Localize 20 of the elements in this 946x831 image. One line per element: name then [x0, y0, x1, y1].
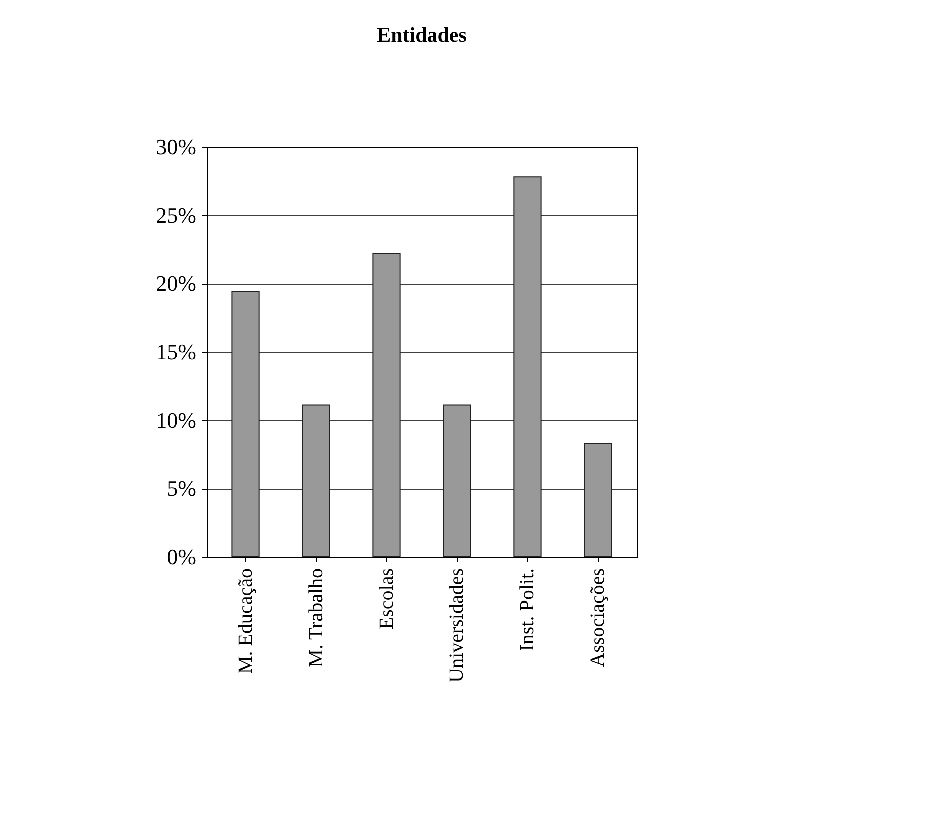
y-tick-label: 30% [156, 134, 196, 160]
chart-title: Entidades [377, 23, 467, 47]
x-tick-label: Inst. Polit. [516, 568, 539, 652]
y-tick-label: 5% [167, 476, 196, 502]
y-tick-label: 15% [156, 340, 196, 364]
bar [302, 404, 330, 558]
bar [443, 404, 472, 558]
x-tick-label: M. Trabalho [305, 568, 328, 668]
y-tick-label: 0% [167, 544, 196, 570]
x-tick-label: M. Educação [234, 568, 257, 674]
bar [372, 253, 401, 558]
bar [584, 443, 612, 558]
y-tick-label: 10% [156, 408, 196, 433]
bar [514, 176, 542, 558]
x-tick-label: Universidades [446, 568, 468, 683]
bar [232, 291, 260, 558]
y-tick-label: 25% [156, 202, 196, 228]
x-tick-label: Associações [587, 568, 610, 668]
x-tick-label: Escolas [376, 568, 398, 630]
y-tick-label: 20% [156, 271, 196, 296]
